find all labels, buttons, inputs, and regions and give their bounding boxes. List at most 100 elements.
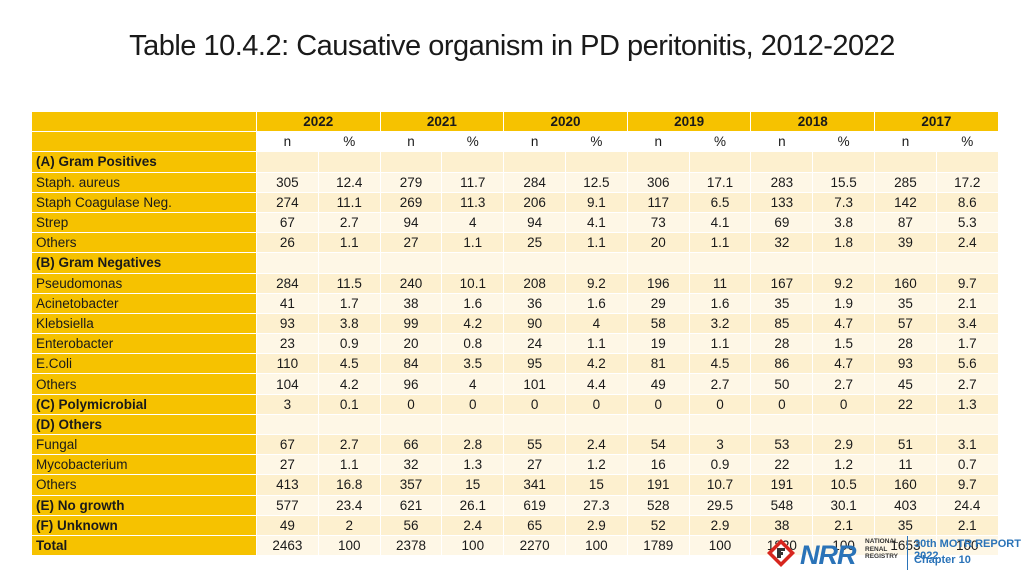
- table-row: Fungal 67 2.7 66 2.8 55 2.4 54 3 53 2.9 51 3.1: [31, 433, 999, 456]
- table-cell: 4: [441, 373, 505, 395]
- row-label: (C) Polymicrobial: [31, 393, 257, 415]
- table-cell: 4: [441, 211, 505, 234]
- table-cell: [812, 413, 876, 436]
- table-cell: 0.7: [935, 454, 999, 476]
- table-cell: [688, 151, 752, 173]
- nrr-logo-icon: [767, 539, 795, 567]
- table-cell: 2.9: [688, 514, 752, 536]
- table-cell: [256, 413, 319, 436]
- table-cell: 51: [874, 433, 937, 456]
- table-cell: 11.5: [317, 272, 381, 294]
- table-cell: [565, 151, 628, 173]
- table-cell: 621: [379, 494, 443, 516]
- table-cell: 11.7: [441, 171, 505, 193]
- table-cell: 0: [565, 393, 628, 415]
- table-cell: 17.1: [688, 171, 752, 193]
- table-cell: 279: [379, 171, 443, 193]
- table-cell: 413: [256, 474, 319, 496]
- row-label: (E) No growth: [31, 494, 257, 516]
- table-cell: 0.9: [317, 333, 381, 355]
- table-cell: [812, 252, 876, 274]
- table-cell: 12.4: [317, 171, 381, 193]
- table-cell: 0: [441, 393, 505, 415]
- table-cell: [256, 252, 319, 274]
- table-cell: 26.1: [441, 494, 505, 516]
- table-cell: 1.7: [935, 333, 999, 355]
- table-cell: 283: [750, 171, 814, 193]
- table-row: Strep 67 2.7 94 4 94 4.1 73 4.1 69 3.8 87 5.3: [31, 211, 999, 234]
- row-label: Enterobacter: [31, 333, 257, 355]
- table-cell: [441, 252, 505, 274]
- table-cell: 2.8: [441, 433, 505, 456]
- row-label: Total: [31, 534, 257, 557]
- table-cell: 3.8: [317, 312, 381, 335]
- column-subheader: n: [750, 131, 814, 153]
- subheader-corner: [31, 131, 257, 153]
- table-cell: 160: [874, 272, 937, 294]
- year-header-row: 2022 2021 2020 2019 2018 2017: [31, 110, 999, 133]
- table-cell: 11.3: [441, 191, 505, 213]
- page-title: Table 10.4.2: Causative organism in PD p…: [129, 30, 895, 62]
- table-cell: 206: [503, 191, 567, 213]
- table-cell: 2: [317, 514, 381, 536]
- table-cell: [379, 413, 443, 436]
- table-row: Others 413 16.8 357 15 341 15 191 10.7 191 10.5 160…: [31, 474, 999, 496]
- table-cell: 73: [626, 211, 690, 234]
- table-cell: 577: [256, 494, 319, 516]
- table-cell: 3.1: [935, 433, 999, 456]
- table-cell: 27.3: [565, 494, 628, 516]
- table-cell: 17.2: [935, 171, 999, 193]
- table-cell: [688, 413, 752, 436]
- table-cell: 2.7: [317, 211, 381, 234]
- row-label: E.Coli: [31, 353, 257, 375]
- column-subheader: %: [565, 131, 628, 153]
- table-row: Staph. aureus 305 12.4 279 11.7 284 12.5 306 17.…: [31, 171, 999, 193]
- year-header: 2018: [750, 110, 876, 133]
- table-row: (A) Gram Positives: [31, 151, 999, 173]
- table-cell: 240: [379, 272, 443, 294]
- table-cell: 104: [256, 373, 319, 395]
- registry-name: NATIONAL RENAL REGISTRY: [865, 538, 898, 561]
- table-cell: 4.1: [565, 211, 628, 234]
- header-corner: [31, 110, 257, 133]
- table-cell: 619: [503, 494, 567, 516]
- table-cell: [317, 151, 381, 173]
- table-cell: 1.1: [565, 232, 628, 254]
- column-subheader: n: [503, 131, 567, 153]
- table-cell: 38: [750, 514, 814, 536]
- table-cell: 1.1: [441, 232, 505, 254]
- row-label: Others: [31, 474, 257, 496]
- table-cell: 274: [256, 191, 319, 213]
- table-cell: [317, 252, 381, 274]
- table-row: Others 104 4.2 96 4 101 4.4 49 2.7 50 2.7 45 2.7: [31, 373, 999, 395]
- table-cell: 2463: [256, 534, 319, 557]
- table-cell: 4.1: [688, 211, 752, 234]
- table-row: Pseudomonas 284 11.5 240 10.1 208 9.2 196 11 167 9…: [31, 272, 999, 294]
- table-cell: [379, 151, 443, 173]
- table-cell: [503, 151, 567, 173]
- table-cell: 10.1: [441, 272, 505, 294]
- column-subheader: %: [935, 131, 999, 153]
- table-row: Mycobacterium 27 1.1 32 1.3 27 1.2 16 0.9 22 1.2 11…: [31, 454, 999, 476]
- table-cell: 15.5: [812, 171, 876, 193]
- table-cell: 191: [750, 474, 814, 496]
- table-cell: 65: [503, 514, 567, 536]
- column-subheader: %: [688, 131, 752, 153]
- row-label: Staph. aureus: [31, 171, 257, 193]
- table-cell: 67: [256, 433, 319, 456]
- registry-line-3: REGISTRY: [865, 553, 898, 560]
- table-cell: 133: [750, 191, 814, 213]
- table-cell: 23: [256, 333, 319, 355]
- footer-branding: NRR NATIONAL RENAL REGISTRY 30th MOTR RE…: [762, 530, 1024, 576]
- table-cell: [565, 252, 628, 274]
- table-cell: 30.1: [812, 494, 876, 516]
- table-cell: 28: [750, 333, 814, 355]
- table-cell: 2.9: [812, 433, 876, 456]
- table-cell: 9.2: [812, 272, 876, 294]
- table-cell: 160: [874, 474, 937, 496]
- table-cell: 36: [503, 292, 567, 314]
- row-label: Fungal: [31, 433, 257, 456]
- table-cell: 90: [503, 312, 567, 335]
- table-row: (D) Others: [31, 413, 999, 436]
- table-cell: 3.8: [812, 211, 876, 234]
